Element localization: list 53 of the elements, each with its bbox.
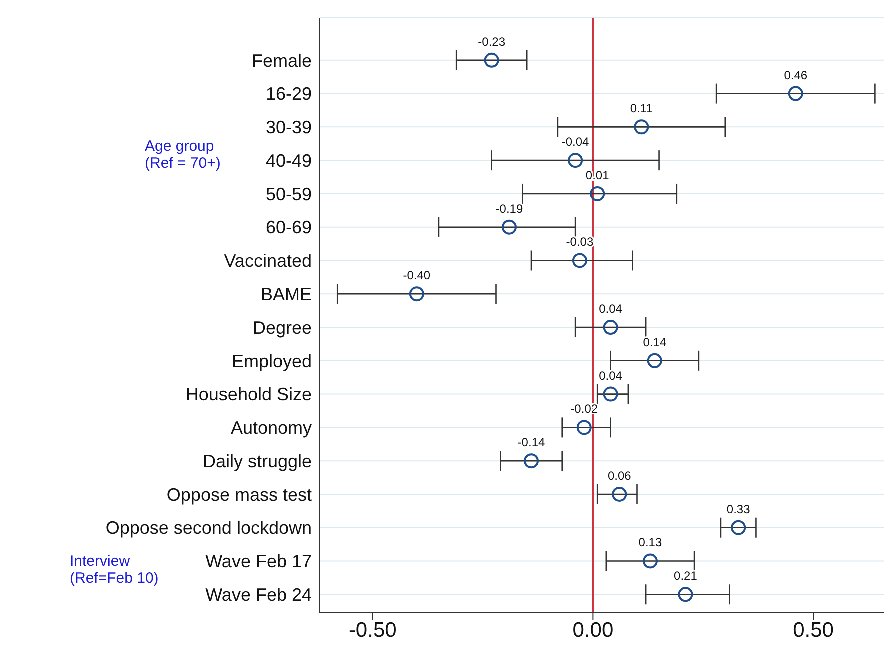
data-label: -0.40 <box>403 268 431 283</box>
x-tick-label: -0.50 <box>348 618 397 642</box>
point <box>409 286 424 302</box>
point <box>678 587 694 602</box>
data-label: 0.13 <box>638 536 662 550</box>
y-tick-label: Vaccinated <box>224 251 312 272</box>
data-label: 0.04 <box>599 368 623 383</box>
y-tick-label: Household Size <box>186 384 312 405</box>
data-label: -0.04 <box>562 135 590 150</box>
point <box>603 386 618 402</box>
point <box>634 120 650 135</box>
data-label: 0.11 <box>630 102 654 116</box>
y-tick-label: BAME <box>260 284 312 305</box>
y-tick-label: Autonomy <box>230 418 312 438</box>
point <box>603 320 618 336</box>
y-tick-label: 40-49 <box>266 150 312 171</box>
point <box>502 220 517 235</box>
x-tick-label: 0.00 <box>572 618 614 642</box>
y-tick-label: Wave Feb 24 <box>206 585 312 606</box>
point <box>731 520 746 536</box>
point <box>612 486 628 502</box>
y-tick-label: Wave Feb 17 <box>206 552 312 572</box>
point <box>576 420 592 436</box>
point <box>484 52 500 68</box>
data-label: -0.19 <box>496 202 524 216</box>
data-label: 0.14 <box>643 335 667 350</box>
y-tick-label: Employed <box>232 351 312 372</box>
data-label: 0.33 <box>726 502 751 516</box>
y-tick-label: 50-59 <box>266 184 312 204</box>
point <box>568 153 584 168</box>
text: Interview (Ref=Feb 10) <box>70 553 159 587</box>
data-label: 0.21 <box>674 569 698 584</box>
y-tick-label: Daily struggle <box>202 451 312 472</box>
point <box>642 554 658 569</box>
point <box>524 454 539 469</box>
y-tick-label: Oppose mass test <box>166 484 312 505</box>
y-tick-label: 16-29 <box>266 84 312 104</box>
data-label: 0.06 <box>608 468 632 483</box>
data-label: -0.23 <box>478 34 506 49</box>
data-label: -0.14 <box>518 436 546 450</box>
x-tick-label: 0.50 <box>793 618 834 642</box>
data-label: 0.46 <box>784 68 808 82</box>
y-tick-label: Degree <box>252 318 312 338</box>
point <box>647 353 662 368</box>
y-tick-label: Female <box>252 50 312 71</box>
text: Age group (Ref = 70+) <box>145 138 221 172</box>
point <box>572 253 588 268</box>
y-tick-label: Oppose second lockdown <box>106 518 312 538</box>
y-tick-label: 60-69 <box>266 218 312 238</box>
point <box>788 86 804 102</box>
point <box>590 186 606 202</box>
data-label: 0.04 <box>599 302 623 316</box>
y-tick-label: 30-39 <box>266 118 312 138</box>
